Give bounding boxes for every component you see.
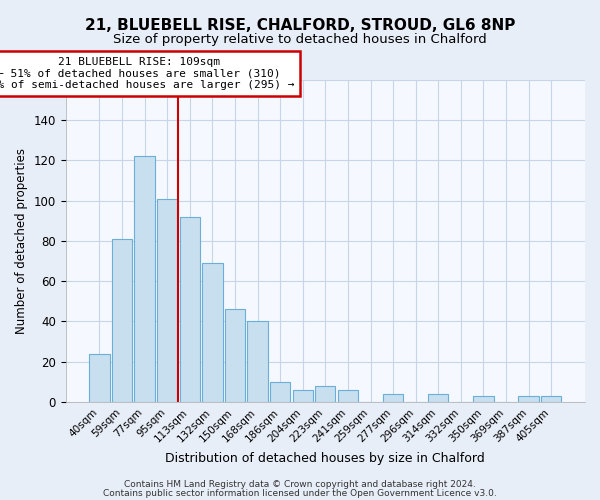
- Text: 21 BLUEBELL RISE: 109sqm
← 51% of detached houses are smaller (310)
49% of semi-: 21 BLUEBELL RISE: 109sqm ← 51% of detach…: [0, 57, 294, 90]
- Bar: [338, 390, 358, 402]
- Bar: [179, 217, 200, 402]
- Text: Contains HM Land Registry data © Crown copyright and database right 2024.: Contains HM Land Registry data © Crown c…: [124, 480, 476, 489]
- Text: 21, BLUEBELL RISE, CHALFORD, STROUD, GL6 8NP: 21, BLUEBELL RISE, CHALFORD, STROUD, GL6…: [85, 18, 515, 32]
- Bar: [157, 198, 178, 402]
- Text: Size of property relative to detached houses in Chalford: Size of property relative to detached ho…: [113, 32, 487, 46]
- Bar: [315, 386, 335, 402]
- Y-axis label: Number of detached properties: Number of detached properties: [15, 148, 28, 334]
- Bar: [89, 354, 110, 402]
- Bar: [383, 394, 403, 402]
- Bar: [541, 396, 562, 402]
- Bar: [270, 382, 290, 402]
- Text: Contains public sector information licensed under the Open Government Licence v3: Contains public sector information licen…: [103, 488, 497, 498]
- Bar: [428, 394, 448, 402]
- Bar: [473, 396, 494, 402]
- Bar: [518, 396, 539, 402]
- Bar: [225, 310, 245, 402]
- Bar: [247, 322, 268, 402]
- Bar: [202, 263, 223, 402]
- Bar: [134, 156, 155, 402]
- Bar: [112, 239, 132, 402]
- Bar: [293, 390, 313, 402]
- X-axis label: Distribution of detached houses by size in Chalford: Distribution of detached houses by size …: [166, 452, 485, 465]
